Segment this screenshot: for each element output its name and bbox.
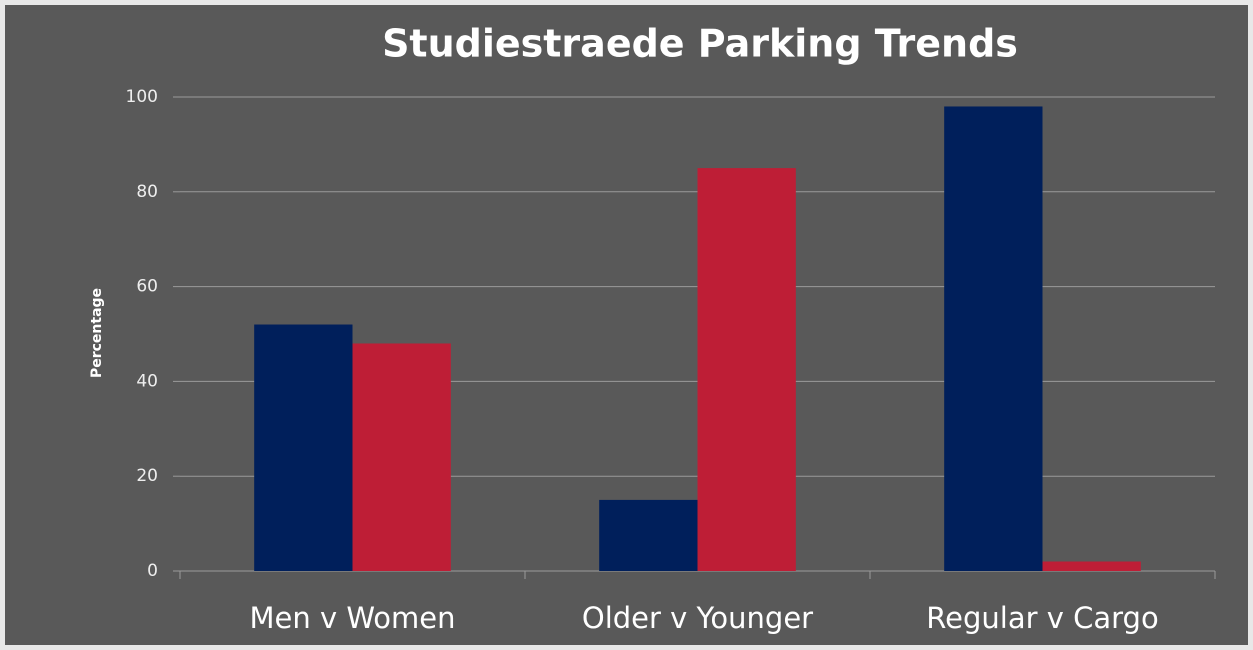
y-tick-label: 40	[136, 371, 158, 391]
chart-title: Studiestraede Parking Trends	[382, 22, 1018, 66]
y-tick-label: 100	[126, 87, 158, 107]
bar	[352, 343, 451, 571]
bar	[254, 324, 353, 571]
x-tick-label: Regular v Cargo	[926, 601, 1158, 635]
bar	[1042, 561, 1141, 571]
y-tick-label: 80	[136, 182, 158, 202]
bar	[697, 168, 796, 571]
y-tick-label: 20	[136, 466, 158, 486]
y-tick-label: 0	[147, 561, 158, 581]
bar	[599, 499, 698, 571]
bar	[944, 106, 1043, 571]
x-tick-label: Men v Women	[249, 601, 455, 635]
x-tick-label: Older v Younger	[582, 601, 813, 635]
y-axis-label: Percentage	[89, 288, 105, 378]
y-tick-label: 60	[136, 277, 158, 297]
